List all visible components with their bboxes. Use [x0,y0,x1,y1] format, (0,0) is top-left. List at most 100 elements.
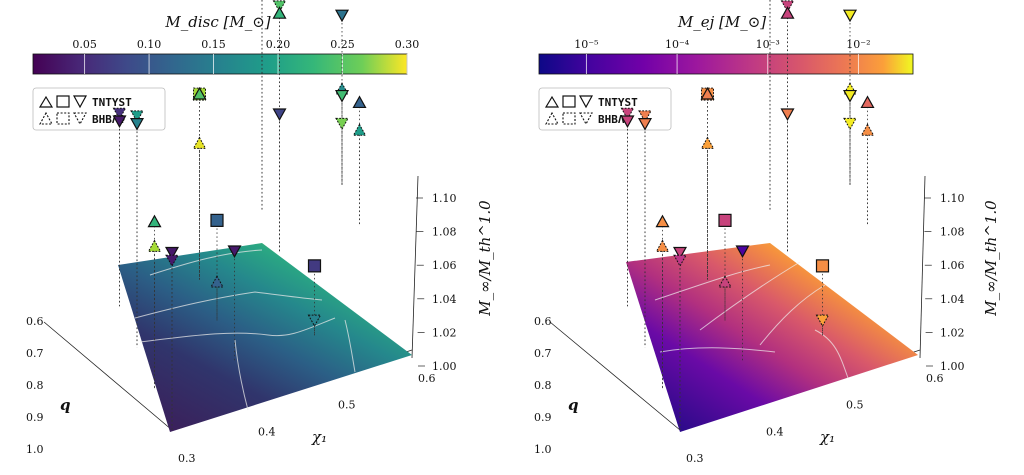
left-axis-tick-labels: 0.60.70.80.91.00.30.40.50.61.001.021.041… [26,192,457,465]
marker-up-bhb [192,136,207,149]
marker-down-tntyst [227,245,242,259]
colorbar-tick-label: 0.20 [266,38,291,51]
z-tick-label: 1.00 [432,360,457,373]
left-q-axis-line [43,321,173,431]
z-tick-label: 1.00 [940,360,965,373]
marker-down-tntyst [780,108,795,122]
chi-tick-label: 0.3 [178,452,196,465]
marker-down-tntyst [334,9,350,23]
marker-down-bhb [815,314,830,327]
chi-tick-label: 0.5 [846,399,864,412]
marker-up-tntyst [700,86,715,100]
marker-up-tntyst [147,214,162,228]
z-tick-label: 1.10 [432,192,457,205]
marker-down-tntyst [272,108,287,122]
colorbar-tick-label: 0.25 [330,38,355,51]
marker-down-tntyst [735,245,750,259]
marker-up-bhb [352,123,367,136]
marker-up-tntyst [192,86,207,100]
q-tick-label: 0.8 [534,379,552,392]
right-surface [626,243,918,432]
marker-down-tntyst [637,118,653,131]
right-q-axis-line [549,321,681,431]
colorbar-tick-label: 10⁻⁵ [574,38,598,51]
marker-down-bhb [307,314,322,327]
marker-up-bhb [147,239,162,252]
z-tick-label: 1.06 [432,259,457,272]
right-colorbar-title: M_ej [M_⊙] [677,13,766,31]
right-z-axis-label: M_∞/M_th^1.0 [982,200,1000,317]
q-tick-label: 0.7 [26,347,44,360]
marker-up-bhb [860,123,875,136]
left-surface [118,243,412,432]
q-tick-label: 0.9 [26,411,44,424]
colorbar-tick-label: 10⁻⁴ [665,38,690,51]
right-surface-contours [654,261,849,379]
z-tick-label: 1.10 [940,192,965,205]
legend-label-tntyst: TNTYST [598,96,638,109]
chi-tick-label: 0.6 [418,372,436,385]
marker-down-bhb [130,110,144,123]
left-legend: TNTYST BHBΛΦ [32,87,166,131]
q-tick-label: 0.8 [26,379,44,392]
marker-up-bhb [655,239,670,252]
marker-down-tntyst [672,246,688,260]
legend-solid-markers-icon [544,95,594,109]
right-z-axis-line [919,175,926,359]
right-legend: TNTYST BHBΛΦ [538,87,672,131]
left-q-axis-label: q [60,396,71,414]
chi-tick-label: 0.3 [686,452,704,465]
right-axis-tick-labels: 0.60.70.80.91.00.30.40.50.61.001.021.041… [534,192,965,465]
marker-up-bhb [718,275,732,288]
right-chi-axis-label: χ₁ [819,428,835,446]
left-markers [112,0,367,430]
chi-tick-label: 0.6 [926,372,944,385]
chi-tick-label: 0.4 [258,425,276,438]
marker-up-tntyst [860,95,875,109]
q-tick-label: 0.6 [534,315,552,328]
right-panel: M_ej [M_⊙] 10⁻⁵ 10⁻⁴ 10⁻³ 10⁻² TNTYST BHBΛΦ [534,0,1000,465]
right-q-axis-label: q [568,396,579,414]
colorbar-tick-label: 0.15 [201,38,226,51]
q-tick-label: 1.0 [26,443,44,456]
left-surface-contours [134,249,356,411]
marker-down-bhb [620,107,635,121]
marker-up-tntyst [655,214,670,228]
marker-square-tntyst [718,213,732,227]
colorbar-tick-label: 0.10 [137,38,162,51]
colorbar-tick-label: 0.05 [72,38,97,51]
legend-label-tntyst: TNTYST [92,96,132,109]
legend-dotted-markers-icon [545,111,593,126]
marker-square-tntyst [210,213,224,227]
marker-down-tntyst [129,118,145,131]
colorbar-tick-label: 10⁻² [846,38,870,51]
marker-square-tntyst [815,259,830,273]
marker-down-tntyst [620,115,635,129]
left-chi-axis-label: χ₁ [311,428,327,446]
q-tick-label: 1.0 [534,443,552,456]
right-legend-frame [538,87,672,131]
marker-up-tntyst [780,6,795,19]
marker-up-bhb [700,136,715,149]
q-tick-label: 0.6 [26,315,44,328]
left-z-axis-label: M_∞/M_th^1.0 [476,200,494,317]
left-colorbar-ticks: 0.05 0.10 0.15 0.20 0.25 0.30 [72,38,419,74]
marker-down-bhb [112,107,127,121]
q-tick-label: 0.7 [534,347,552,360]
colorbar-tick-label: 0.30 [395,38,420,51]
right-colorbar [538,53,914,75]
chi-tick-label: 0.5 [338,399,356,412]
marker-down-bhb [638,110,652,123]
colorbar-tick-label: 10⁻³ [756,38,780,51]
marker-down-tntyst [842,89,858,103]
left-colorbar [32,53,408,75]
z-tick-label: 1.08 [940,226,965,239]
marker-down-tntyst [112,115,127,129]
left-colorbar-title: M_disc [M_⊙] [164,13,270,31]
marker-up-tntyst [272,6,287,19]
q-tick-label: 0.9 [534,411,552,424]
z-tick-label: 1.02 [432,326,457,339]
right-colorbar-ticks: 10⁻⁵ 10⁻⁴ 10⁻³ 10⁻² [574,38,871,74]
marker-down-tntyst [842,9,858,23]
